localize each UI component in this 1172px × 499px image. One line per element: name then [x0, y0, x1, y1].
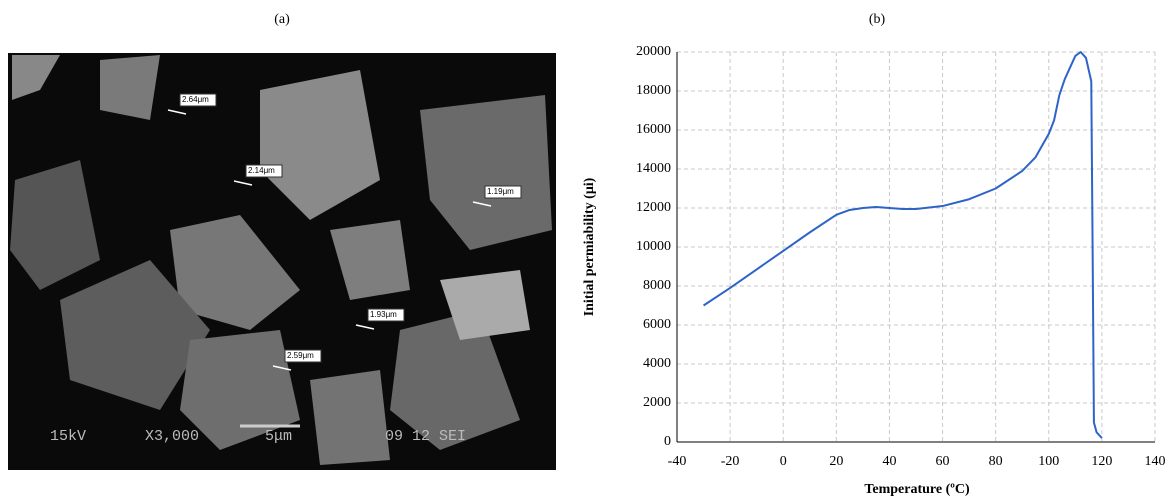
x-tick-label: 80	[989, 454, 1003, 469]
x-tick-label: 40	[882, 454, 896, 469]
y-tick-label: 6000	[643, 317, 671, 332]
x-tick-label: 60	[936, 454, 950, 469]
info-bar-text: 09 12 SEI	[385, 428, 466, 445]
y-tick-label: 10000	[636, 239, 671, 254]
data-line	[704, 52, 1102, 438]
y-tick-label: 20000	[636, 44, 671, 59]
y-tick-label: 2000	[643, 395, 671, 410]
y-axis-title: Initial permiability (μi)	[582, 177, 597, 316]
x-axis-title: Temperature (ºC)	[864, 482, 970, 497]
y-tick-label: 18000	[636, 83, 671, 98]
measurement-label: 2.64μm	[182, 95, 209, 104]
y-tick-label: 16000	[636, 122, 671, 137]
measurement-label: 1.19μm	[487, 187, 514, 196]
sem-image	[8, 53, 556, 470]
y-tick-label: 12000	[636, 200, 671, 215]
panel-label: (a)	[274, 12, 290, 27]
measurement-label: 2.14μm	[248, 166, 275, 175]
y-tick-label: 0	[664, 434, 671, 449]
measurement-label: 2.59μm	[287, 351, 314, 360]
y-tick-label: 4000	[643, 356, 671, 371]
y-tick-label: 14000	[636, 161, 671, 176]
figure: (a) (b) Temperature (ºC) Initial permiab…	[0, 0, 1172, 499]
measurement-label: 1.93μm	[370, 310, 397, 319]
x-tick-label: -20	[721, 454, 740, 469]
info-bar-text: 5μm	[265, 428, 292, 445]
info-bar-text: 15kV	[50, 428, 86, 445]
x-tick-label: 0	[780, 454, 787, 469]
x-tick-label: 140	[1145, 454, 1166, 469]
x-tick-label: 20	[829, 454, 843, 469]
y-tick-label: 8000	[643, 278, 671, 293]
x-tick-label: 120	[1091, 454, 1112, 469]
chart-title: (b)	[869, 12, 886, 27]
x-tick-label: 100	[1038, 454, 1059, 469]
page: (a) (b) Temperature (ºC) Initial permiab…	[0, 0, 1172, 499]
x-tick-label: -40	[668, 454, 687, 469]
info-bar-text: X3,000	[145, 428, 199, 445]
